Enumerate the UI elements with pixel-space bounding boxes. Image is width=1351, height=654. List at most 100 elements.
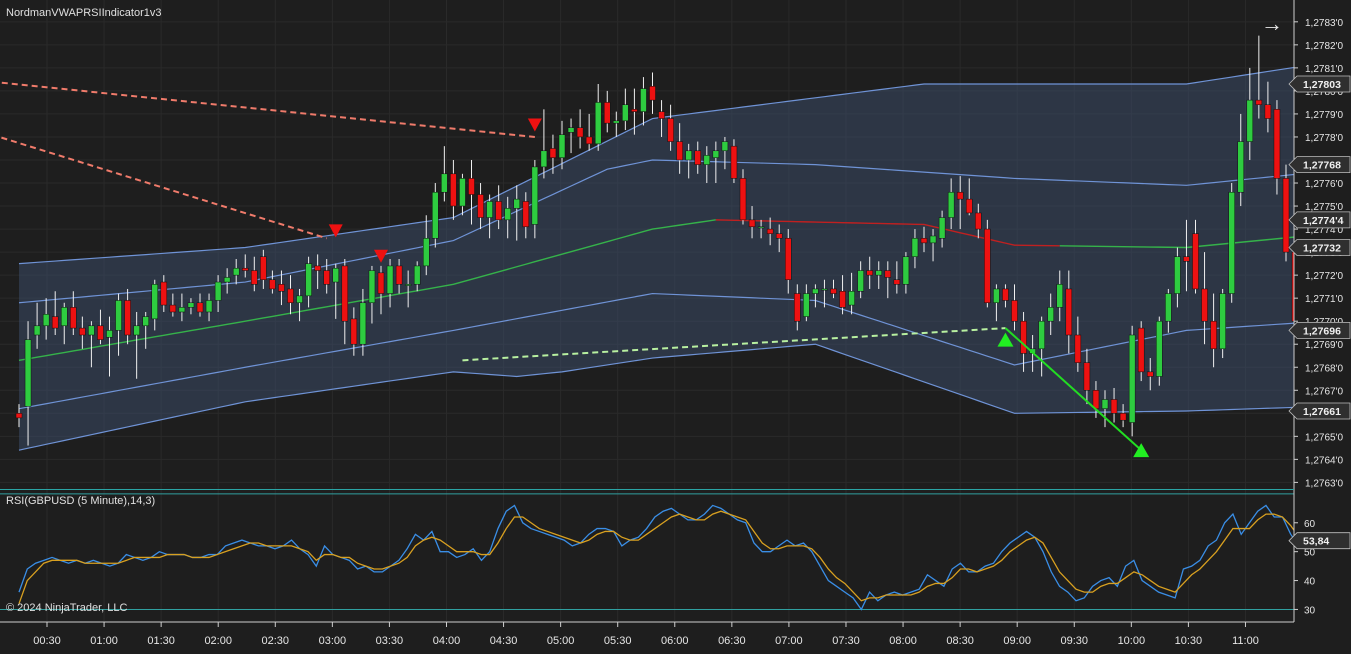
x-tick-label: 00:30 [33, 635, 61, 647]
price-tag-text: 1,27696 [1303, 325, 1341, 337]
sell-signal-triangle [328, 224, 343, 238]
candle-down [468, 178, 475, 195]
price-tag-text: 1,2774'4 [1303, 215, 1344, 227]
candle-up [1128, 334, 1136, 423]
candle-down [975, 212, 982, 230]
candle-up [812, 288, 819, 294]
candle-up [296, 295, 303, 304]
candle-down [278, 284, 285, 292]
candle-down [893, 279, 901, 285]
rsi-tick-label: 50 [1304, 548, 1316, 559]
x-tick-label: 09:30 [1060, 635, 1088, 647]
price-tags: 1,27803 1,27768 1,2774'4 1,27732 1,27696 1,27… [1288, 75, 1351, 550]
candle-up [33, 325, 41, 336]
indicator-title: NordmanVWAPRSIIndicator1v3 [6, 7, 162, 19]
candle-up [703, 155, 711, 165]
candle-down [739, 178, 747, 221]
copyright-text: © 2024 NinjaTrader, LLC [6, 602, 128, 614]
candle-up [1165, 293, 1172, 322]
price-tag [1288, 322, 1351, 339]
y-tick-label: 1,2779'0 [1305, 110, 1343, 121]
candle-up [61, 307, 68, 327]
y-tick-label: 1,2767'0 [1305, 386, 1343, 397]
y-tick-label: 1,2780'0 [1305, 87, 1343, 98]
candle-up [486, 201, 493, 218]
candle-up [1219, 293, 1226, 350]
x-tick-label: 07:30 [832, 635, 860, 647]
candle-down [1255, 99, 1263, 105]
candle-up [712, 150, 720, 158]
y-tick-label: 1,2764'0 [1305, 455, 1343, 466]
candle-down [1119, 413, 1127, 421]
y-tick-label: 1,2776'0 [1305, 179, 1343, 190]
candle-down [1020, 320, 1027, 354]
x-tick-label: 08:00 [889, 635, 917, 647]
candle-up [721, 141, 729, 152]
candle-up [106, 330, 113, 338]
candle-up [42, 314, 50, 327]
candle-down [323, 270, 330, 285]
candle-up [613, 120, 620, 124]
candle-up [24, 339, 32, 407]
rsi-panel [0, 493, 1341, 611]
divergence-lines [0, 81, 1142, 451]
candle-down [477, 194, 484, 218]
candle-down [522, 201, 530, 228]
candle-down [1264, 104, 1272, 119]
candle-up [938, 217, 946, 239]
candle-down [70, 307, 77, 329]
candle-down [631, 109, 638, 112]
rsi-signal-line [18, 510, 1341, 604]
candle-down [395, 265, 403, 285]
candle-up [857, 270, 864, 292]
candle-down [1002, 288, 1009, 301]
x-tick-label: 03:00 [319, 635, 347, 647]
candle-up [1174, 256, 1181, 294]
candle-down [866, 270, 873, 276]
candle-up [423, 238, 430, 267]
y-tick-label: 1,2781'0 [1305, 64, 1343, 75]
candle-down [920, 238, 928, 244]
buy-signal-triangle [997, 332, 1014, 347]
price-tag-text: 1,27732 [1303, 243, 1341, 255]
candle-down [124, 300, 131, 336]
candle-up [368, 270, 376, 304]
candle-down [97, 325, 104, 340]
candle-up [929, 235, 937, 244]
rsi-tick-label: 60 [1304, 519, 1316, 530]
candle-down [549, 148, 557, 158]
candle-up [1038, 320, 1045, 350]
x-tick-label: 02:30 [262, 635, 290, 647]
candle-up [142, 316, 149, 327]
candle-up [504, 208, 511, 221]
arrow-right-icon[interactable]: → [1261, 11, 1283, 36]
price-tag-text: 1,27768 [1303, 160, 1341, 172]
candle-down [251, 270, 258, 285]
candle-down [667, 118, 674, 142]
candle-up [432, 191, 439, 239]
candle-up [115, 300, 122, 331]
candle-down [1201, 288, 1208, 322]
candle-up [513, 198, 520, 209]
candle-up [305, 263, 312, 297]
vwap-line-red [715, 219, 1060, 247]
candle-up [151, 284, 158, 320]
candle-down [196, 302, 204, 313]
candle-up [205, 300, 213, 313]
x-tick-label: 04:30 [490, 635, 518, 647]
price-tag [1288, 402, 1351, 420]
candle-down [260, 256, 267, 280]
candle-down [576, 127, 584, 138]
bearish-divergence-line [0, 81, 535, 138]
candle-down [794, 293, 801, 322]
x-tick-label: 02:00 [204, 635, 232, 647]
y-tick-label: 1,2771'0 [1305, 294, 1343, 305]
vwap-line-green [18, 219, 716, 362]
price-tag-text: 1,27661 [1303, 406, 1341, 418]
price-tag [1288, 211, 1351, 229]
x-tick-label: 03:30 [376, 635, 404, 647]
candle-up [88, 325, 95, 336]
candle-up [1237, 141, 1244, 193]
candle-up [223, 277, 231, 283]
candle-down [604, 102, 611, 124]
